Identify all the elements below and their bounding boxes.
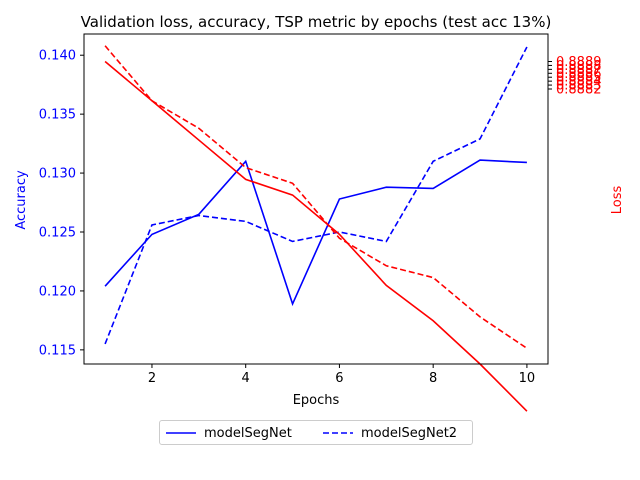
legend-label: modelSegNet <box>204 425 292 441</box>
legend-label: modelSegNet2 <box>361 425 458 441</box>
legend-solid-line-icon <box>166 432 196 434</box>
y-tick-label-left: 0.130 <box>39 167 76 182</box>
y-tick-label-right: 0.8886 <box>556 67 602 82</box>
y-axis-label-left: Accuracy <box>14 170 29 230</box>
y-tick-label-left: 0.120 <box>39 284 76 299</box>
y-tick-label-right: 0.8887 <box>556 63 602 78</box>
y-tick-label-left: 0.115 <box>39 343 76 358</box>
x-tick-label: 6 <box>335 371 343 386</box>
loss-solid-line <box>104 60 528 412</box>
legend: modelSegNet modelSegNet2 <box>159 420 473 445</box>
chart-title: Validation loss, accuracy, TSP metric by… <box>81 13 552 31</box>
modelsegnet2-line <box>104 46 528 345</box>
y-tick-label-left: 0.125 <box>39 226 76 241</box>
y-tick-label-left: 0.140 <box>39 49 76 64</box>
y-tick-label-right: 0.8889 <box>556 55 602 70</box>
x-tick-label: 8 <box>429 371 437 386</box>
y-axis-label-right: Loss <box>610 186 625 215</box>
loss-dashed-line <box>104 45 528 349</box>
y-tick-label-right: 0.8882 <box>556 83 602 98</box>
legend-dashed-line-icon <box>323 432 353 434</box>
legend-item: modelSegNet2 <box>323 424 457 442</box>
modelsegnet-line <box>104 159 527 307</box>
x-tick-label: 4 <box>242 371 250 386</box>
x-axis-label: Epochs <box>293 393 340 408</box>
plot-frame <box>83 33 549 365</box>
y-tick-label-right: 0.8888 <box>556 59 602 74</box>
x-tick-label: 10 <box>519 371 536 386</box>
y-tick-label-right: 0.8884 <box>556 75 602 90</box>
plot-area: 2 4 6 8 10 0.115 0.120 0.125 0.130 0.135 0.140 0.88… <box>39 33 602 412</box>
x-tick-label: 2 <box>148 371 156 386</box>
y-tick-label-left: 0.135 <box>39 108 76 123</box>
legend-item: modelSegNet <box>166 424 292 442</box>
y-tick-label-right: 0.8885 <box>556 71 602 86</box>
y-tick-label-right: 0.8883 <box>556 79 602 94</box>
